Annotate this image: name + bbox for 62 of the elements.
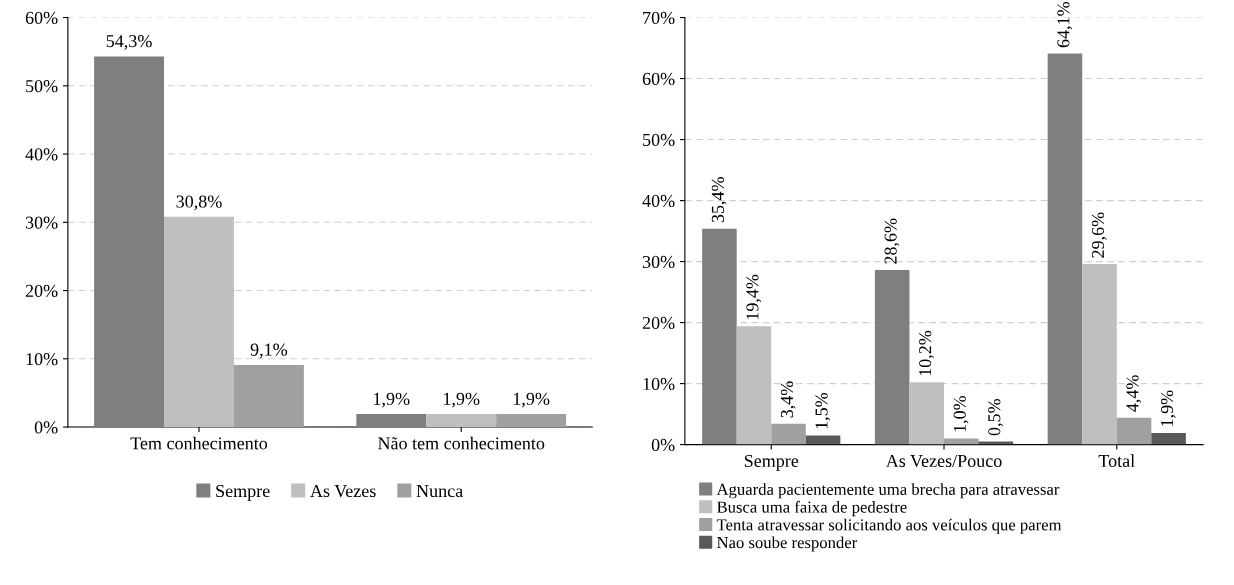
bar	[874, 270, 910, 445]
x-tick-label: Sempre	[744, 454, 799, 471]
y-tick-label: 50%	[26, 80, 58, 93]
data-label: 1,9%	[1160, 390, 1176, 426]
x-tick-label: Tem conhecimento	[130, 436, 268, 450]
bar	[426, 414, 497, 428]
data-label: 4,4%	[1126, 375, 1142, 412]
bar	[1151, 433, 1186, 445]
bar	[771, 423, 806, 445]
legend-label: Aguarda pacientemente uma brecha para atravessar	[716, 483, 1060, 499]
x-tick-label: Não tem conhecimento	[378, 436, 545, 450]
x-tick-label: Total	[1098, 454, 1135, 468]
bar	[805, 435, 841, 445]
legend-label: Nunca	[416, 485, 463, 498]
legend-label: Tenta atravessar solicitando aos veículos que parem	[716, 518, 1062, 534]
y-tick-label: 60%	[25, 11, 58, 25]
data-label: 1,9%	[374, 392, 410, 408]
y-tick-label: 60%	[642, 72, 675, 86]
data-label: 29,6%	[1091, 212, 1107, 258]
data-label: 3,4%	[780, 381, 796, 418]
y-tick-label: 70%	[643, 11, 675, 25]
y-tick-label: 30%	[642, 255, 675, 269]
y-tick-label: 10%	[26, 353, 58, 366]
y-tick-label: 20%	[642, 316, 675, 330]
bar	[356, 414, 427, 428]
bar	[944, 438, 979, 445]
legend-label: Nao soube responder	[717, 536, 858, 552]
bar	[164, 216, 234, 428]
bar	[909, 382, 945, 445]
y-tick-label: 30%	[25, 216, 58, 229]
y-tick-label: 40%	[25, 148, 58, 161]
data-label: 1,9%	[513, 392, 550, 408]
data-label: 64,1%	[1057, 1, 1073, 48]
x-tick-label: As Vezes/Pouco	[885, 454, 1002, 468]
bar	[1047, 53, 1083, 445]
bar	[736, 326, 772, 445]
data-label: 19,4%	[746, 274, 762, 320]
bar	[702, 228, 737, 445]
data-label: 1,9%	[443, 392, 480, 408]
bar	[94, 56, 165, 428]
bar	[1082, 264, 1117, 445]
legend-label: Busca uma faixa de pedestre	[717, 500, 907, 517]
data-label: 1,0%	[953, 395, 969, 432]
bar	[233, 364, 304, 428]
y-tick-label: 0%	[34, 421, 58, 434]
data-label: 1,5%	[815, 392, 831, 429]
data-label: 30,8%	[176, 195, 222, 211]
bar	[1116, 417, 1152, 445]
data-label: 0,5%	[988, 399, 1003, 436]
y-tick-label: 20%	[25, 284, 58, 298]
legend-label: Sempre	[216, 484, 270, 501]
y-tick-label: 50%	[643, 133, 675, 147]
data-label: 9,1%	[250, 343, 288, 359]
bar	[496, 414, 567, 428]
data-label: 10,2%	[919, 330, 934, 376]
y-tick-label: 40%	[642, 194, 675, 208]
y-tick-label: 0%	[651, 438, 675, 452]
y-tick-label: 10%	[643, 377, 675, 391]
data-label: 28,6%	[884, 218, 900, 264]
data-label: 54,3%	[106, 35, 152, 50]
legend-label: As Vezes	[310, 484, 376, 498]
data-label: 35,4%	[711, 177, 727, 223]
